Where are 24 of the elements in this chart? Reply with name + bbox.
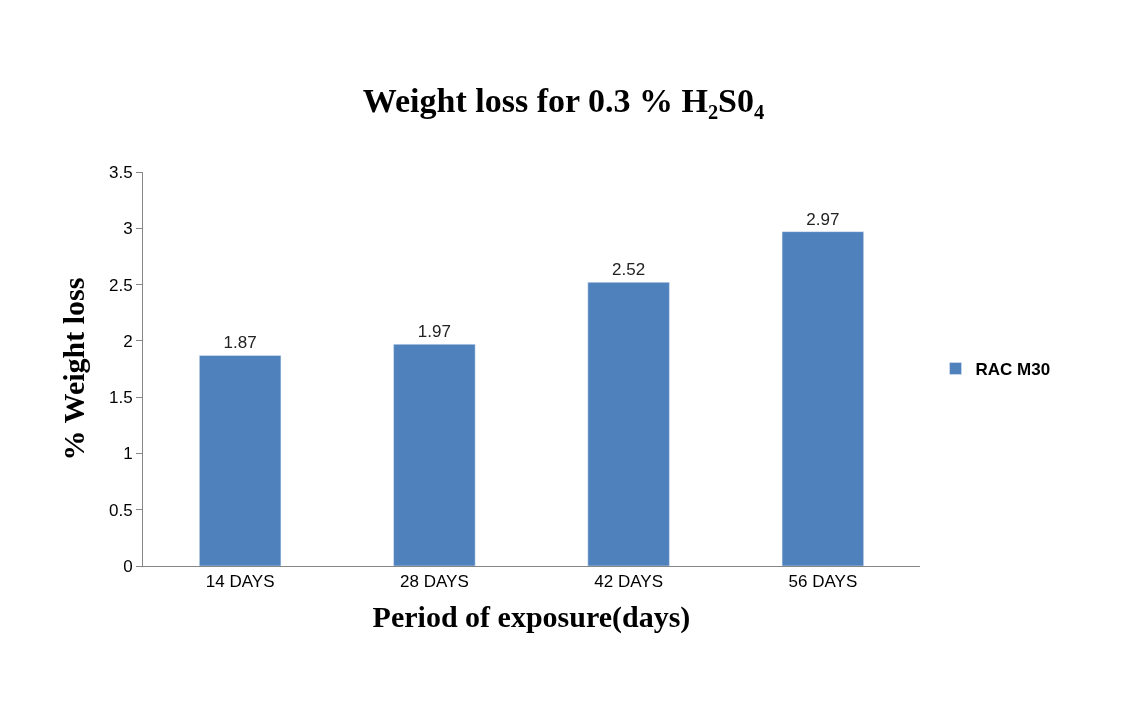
y-tick-label: 0.5 — [108, 500, 133, 520]
y-tick-label: 3 — [123, 219, 133, 239]
data-label: 1.87 — [223, 333, 257, 353]
x-tick-label: 28 DAYS — [400, 572, 469, 592]
y-tick-label: 1.5 — [108, 388, 133, 408]
y-tick-label: 1 — [123, 444, 133, 464]
data-label: 2.97 — [806, 209, 840, 229]
legend-label: RAC M30 — [975, 360, 1051, 380]
y-tick-label: 0 — [123, 556, 133, 576]
bar — [393, 343, 476, 566]
y-axis-title: % Weight loss — [56, 277, 90, 461]
x-tick-label: 42 DAYS — [594, 572, 663, 592]
chart-title: Weight loss for 0.3 % H₂S0₄ — [362, 82, 765, 119]
x-tick-label: 56 DAYS — [788, 572, 858, 592]
data-label: 1.97 — [417, 322, 451, 342]
bar — [587, 282, 670, 566]
bar — [781, 231, 864, 566]
data-label: 2.52 — [612, 260, 646, 280]
bar — [199, 355, 282, 566]
y-tick-label: 2 — [123, 331, 133, 351]
y-tick-label: 3.5 — [108, 162, 133, 182]
x-tick-label: 14 DAYS — [205, 572, 275, 592]
y-tick-label: 2.5 — [108, 275, 133, 295]
x-axis-title: Period of exposure(days) — [372, 599, 691, 634]
